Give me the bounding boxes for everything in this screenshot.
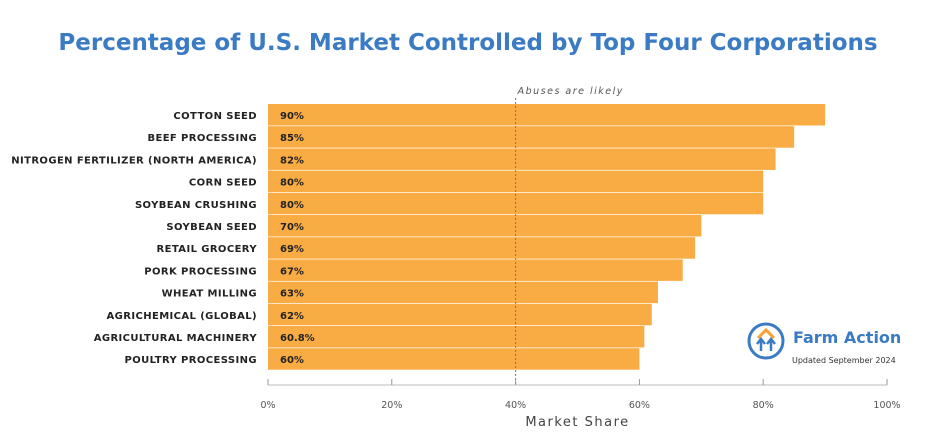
x-tick-label: 20% (381, 400, 402, 411)
data-label: 63% (280, 289, 304, 300)
data-label: 70% (280, 222, 304, 233)
bar (268, 326, 645, 348)
bar (268, 170, 764, 193)
category-label: NITROGEN FERTILIZER (NORTH AMERICA) (11, 155, 257, 166)
data-label: 80% (280, 178, 304, 189)
category-label: SOYBEAN SEED (166, 222, 257, 233)
data-label: 62% (280, 311, 304, 322)
category-label: RETAIL GROCERY (157, 244, 258, 255)
x-tick-label: 80% (753, 400, 774, 411)
bar (268, 259, 683, 281)
data-label: 60.8% (280, 333, 315, 344)
category-label: CORN SEED (189, 178, 257, 189)
farm-action-logo-icon (747, 322, 785, 360)
updated-date: Updated September 2024 (792, 356, 896, 365)
data-label: 90% (280, 111, 304, 122)
x-tick-label: 100% (873, 400, 900, 411)
data-label: 69% (280, 244, 304, 255)
bar (268, 104, 826, 126)
category-label: POULTRY PROCESSING (124, 355, 257, 366)
chart-title: Percentage of U.S. Market Controlled by … (58, 30, 878, 56)
bar (268, 126, 795, 148)
bar (268, 281, 658, 304)
bar (268, 237, 696, 259)
category-label: BEEF PROCESSING (147, 133, 257, 144)
x-axis-title: Market Share (525, 415, 629, 430)
category-label: AGRICULTURAL MACHINERY (94, 333, 258, 344)
bar (268, 148, 776, 170)
category-label: WHEAT MILLING (162, 289, 257, 300)
data-label: 80% (280, 200, 304, 211)
category-label: SOYBEAN CRUSHING (135, 200, 257, 211)
data-label: 85% (280, 133, 304, 144)
x-tick-label: 0% (260, 400, 275, 411)
x-tick-label: 40% (505, 400, 526, 411)
data-label: 82% (280, 155, 304, 166)
threshold-label: Abuses are likely (517, 86, 624, 97)
x-tick-label: 60% (629, 400, 650, 411)
bar (268, 303, 652, 326)
category-label: AGRICHEMICAL (GLOBAL) (106, 311, 257, 322)
category-label: COTTON SEED (173, 111, 257, 122)
bar (268, 215, 702, 237)
data-label: 67% (280, 266, 304, 277)
bar (268, 348, 640, 370)
data-label: 60% (280, 355, 304, 366)
category-label: PORK PROCESSING (144, 266, 257, 277)
brand-name: Farm Action (793, 328, 902, 347)
